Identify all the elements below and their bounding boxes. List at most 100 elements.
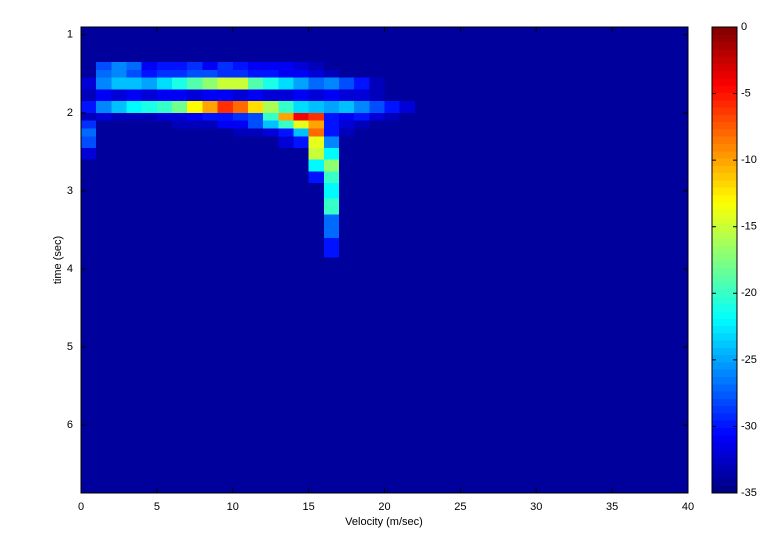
heat-cell: [308, 128, 325, 137]
colorbar-swatch: [712, 260, 737, 268]
heat-cell: [156, 101, 173, 114]
heat-cell: [414, 214, 689, 239]
heat-cell: [156, 77, 173, 90]
heat-cell: [308, 77, 325, 90]
heat-cell: [384, 183, 401, 200]
heat-cell: [263, 136, 279, 149]
heat-cell: [172, 128, 188, 137]
heat-cell: [384, 214, 401, 239]
heat-cell: [156, 183, 173, 200]
heat-cell: [369, 101, 385, 114]
heat-cell: [247, 77, 264, 90]
heat-cell: [96, 237, 112, 258]
heat-cell: [172, 198, 188, 215]
heat-cell: [323, 214, 340, 239]
heat-cell: [126, 101, 143, 114]
heat-cell: [323, 257, 340, 494]
heat-cell: [293, 101, 310, 114]
heat-cell: [369, 89, 385, 102]
heat-cell: [369, 136, 385, 149]
heat-cell: [217, 257, 234, 494]
heat-cell: [156, 69, 173, 79]
heat-cell: [323, 120, 340, 129]
colorbar-swatch: [712, 85, 737, 94]
heat-cell: [156, 171, 173, 184]
heat-cell: [232, 171, 249, 184]
heat-cell: [414, 62, 689, 71]
heat-cell: [111, 198, 128, 215]
heat-cell: [369, 159, 385, 172]
heat-cell: [202, 77, 219, 90]
heat-cell: [369, 62, 385, 71]
heat-cell: [278, 128, 294, 137]
heat-cell: [111, 257, 128, 494]
heat-cell: [96, 136, 112, 149]
heat-cell: [126, 183, 143, 200]
colorbar-swatch: [712, 56, 737, 64]
heat-cell: [81, 257, 97, 494]
heat-cell: [156, 159, 173, 172]
y-tick-label: 2: [67, 107, 73, 119]
heat-cell: [338, 128, 355, 137]
heat-cell: [263, 237, 279, 258]
heat-cell: [338, 159, 355, 172]
heat-cell: [172, 214, 188, 239]
heat-cell: [126, 159, 143, 172]
heat-cell: [399, 62, 416, 71]
heat-cell: [338, 27, 355, 63]
heat-cell: [247, 214, 264, 239]
heat-cell: [247, 62, 264, 71]
heat-cell: [202, 27, 219, 63]
heat-cell: [172, 101, 188, 114]
heat-cell: [354, 198, 370, 215]
colorbar-swatch: [712, 376, 737, 385]
heat-cell: [217, 237, 234, 258]
heat-cell: [384, 101, 401, 114]
heat-cell: [263, 171, 279, 184]
colorbar-swatch: [712, 128, 737, 137]
heat-cell: [232, 89, 249, 102]
colorbar-swatch: [712, 209, 737, 217]
heat-cell: [278, 183, 294, 200]
colorbar-swatch: [712, 325, 737, 334]
heat-cell: [156, 120, 173, 129]
heat-cell: [354, 159, 370, 172]
heat-cell: [141, 136, 158, 149]
heat-cell: [187, 62, 203, 71]
heat-cell: [81, 128, 97, 137]
heat-cell: [323, 237, 340, 258]
heat-cell: [293, 183, 310, 200]
heat-cell: [308, 69, 325, 79]
heat-cell: [141, 69, 158, 79]
heat-cell: [354, 171, 370, 184]
heat-cell: [217, 101, 234, 114]
x-tick-label: 35: [606, 501, 618, 513]
heat-cell: [414, 171, 689, 184]
heat-cell: [278, 159, 294, 172]
heat-cell: [354, 112, 370, 122]
heat-cell: [308, 27, 325, 63]
heat-cell: [96, 120, 112, 129]
heat-cell: [247, 183, 264, 200]
heat-cell: [126, 89, 143, 102]
colorbar-swatch: [712, 150, 737, 159]
colorbar-swatch: [712, 347, 737, 356]
heat-cell: [354, 120, 370, 129]
colorbar-swatch: [712, 427, 737, 436]
heat-cell: [187, 69, 203, 79]
heat-cell: [187, 147, 203, 161]
heat-cell: [81, 198, 97, 215]
y-tick-label: 1: [67, 29, 73, 41]
heat-cell: [323, 77, 340, 90]
colorbar-swatch: [712, 230, 737, 239]
heat-cell: [247, 136, 264, 149]
heat-cell: [111, 214, 128, 239]
heat-cell: [323, 147, 340, 161]
heat-cell: [338, 62, 355, 71]
heat-cell: [369, 214, 385, 239]
heat-cell: [141, 101, 158, 114]
heat-cell: [293, 128, 310, 137]
heat-cell: [126, 237, 143, 258]
heat-cell: [81, 183, 97, 200]
colorbar-tick-label: -5: [741, 87, 751, 99]
